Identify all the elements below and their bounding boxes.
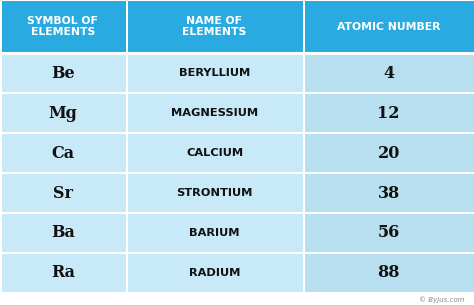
Bar bbox=[2, 135, 126, 172]
Text: BERYLLIUM: BERYLLIUM bbox=[179, 68, 250, 78]
Bar bbox=[128, 1, 303, 52]
Text: STRONTIUM: STRONTIUM bbox=[176, 188, 253, 198]
Text: Ca: Ca bbox=[51, 145, 74, 162]
Bar bbox=[305, 1, 474, 52]
Bar bbox=[305, 135, 474, 172]
Bar bbox=[305, 214, 474, 252]
Bar bbox=[2, 254, 126, 292]
Text: 4: 4 bbox=[383, 65, 394, 82]
Text: © Byjus.com: © Byjus.com bbox=[419, 297, 465, 303]
Bar bbox=[128, 95, 303, 132]
Bar bbox=[128, 55, 303, 92]
Bar bbox=[2, 214, 126, 252]
Text: MAGNESSIUM: MAGNESSIUM bbox=[171, 108, 258, 118]
Text: CALCIUM: CALCIUM bbox=[186, 148, 243, 158]
Bar bbox=[2, 1, 126, 52]
Text: NAME OF
ELEMENTS: NAME OF ELEMENTS bbox=[182, 16, 246, 38]
Text: Ba: Ba bbox=[51, 224, 75, 242]
Text: SYMBOL OF
ELEMENTS: SYMBOL OF ELEMENTS bbox=[27, 16, 98, 38]
Text: 38: 38 bbox=[378, 185, 400, 202]
Text: 20: 20 bbox=[377, 145, 400, 162]
Bar bbox=[128, 214, 303, 252]
Text: Ra: Ra bbox=[51, 264, 75, 281]
Text: Sr: Sr bbox=[53, 185, 73, 202]
Text: 56: 56 bbox=[378, 224, 400, 242]
Text: 88: 88 bbox=[377, 264, 400, 281]
Bar bbox=[305, 174, 474, 212]
Text: ATOMIC NUMBER: ATOMIC NUMBER bbox=[337, 22, 440, 32]
Bar bbox=[2, 55, 126, 92]
Text: Mg: Mg bbox=[48, 105, 77, 122]
Text: 12: 12 bbox=[377, 105, 400, 122]
Bar bbox=[128, 135, 303, 172]
Bar bbox=[305, 254, 474, 292]
Text: Be: Be bbox=[51, 65, 74, 82]
Text: BARIUM: BARIUM bbox=[189, 228, 240, 238]
Bar bbox=[305, 95, 474, 132]
Bar bbox=[128, 174, 303, 212]
Text: RADIUM: RADIUM bbox=[189, 268, 240, 278]
Bar bbox=[2, 174, 126, 212]
Bar bbox=[305, 55, 474, 92]
Bar bbox=[128, 254, 303, 292]
Bar bbox=[2, 95, 126, 132]
